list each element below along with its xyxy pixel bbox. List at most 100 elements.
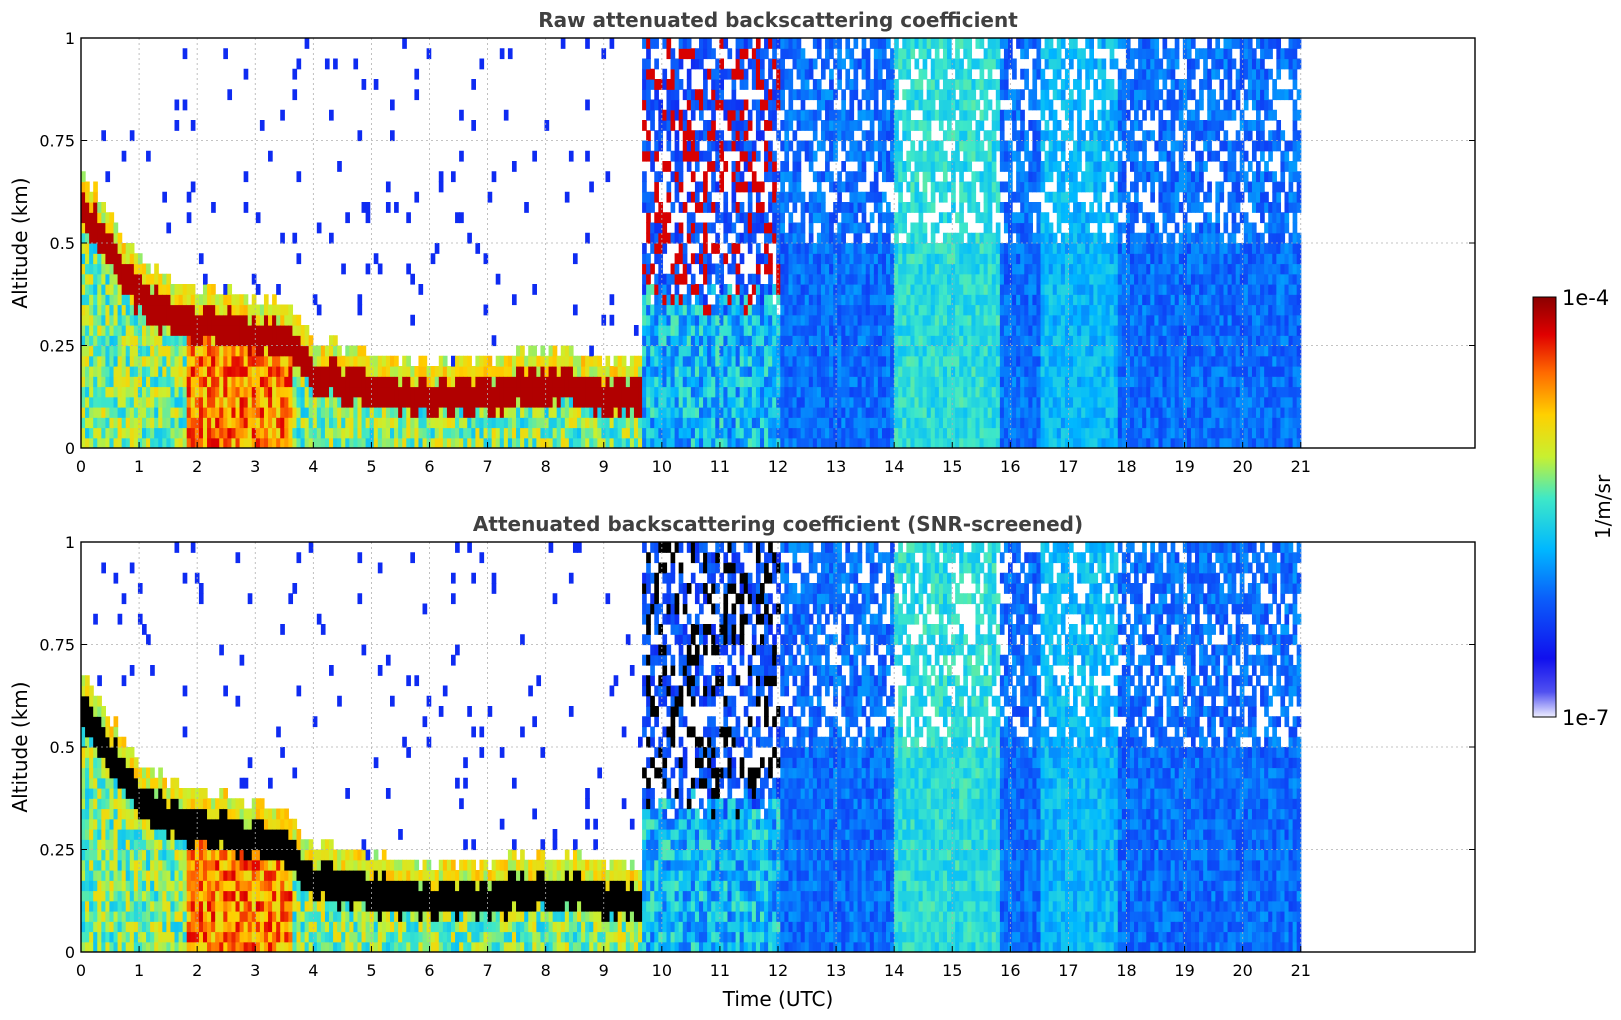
- heatmap-cell: [564, 191, 570, 203]
- heatmap-cell: [759, 417, 765, 429]
- heatmap-cell: [658, 386, 664, 398]
- heatmap-cell: [999, 253, 1005, 265]
- heatmap-cell: [1024, 171, 1029, 183]
- heatmap-cell: [979, 427, 985, 439]
- heatmap-cell: [613, 437, 619, 448]
- heatmap-cell: [845, 396, 851, 408]
- heatmap-cell: [1024, 345, 1029, 357]
- heatmap-cell: [174, 304, 180, 316]
- heatmap-cell: [686, 314, 692, 326]
- heatmap-cell: [438, 181, 444, 193]
- heatmap-cell: [820, 232, 826, 244]
- heatmap-cell: [308, 417, 314, 429]
- heatmap-cell: [788, 89, 794, 101]
- heatmap-cell: [751, 150, 757, 162]
- heatmap-cell: [654, 427, 659, 439]
- heatmap-cell: [975, 314, 981, 326]
- heatmap-cell: [194, 376, 200, 388]
- heatmap-cell: [963, 386, 968, 398]
- heatmap-cell: [715, 263, 720, 275]
- heatmap-cell: [743, 232, 749, 244]
- heatmap-cell: [971, 376, 977, 388]
- heatmap-cell: [1008, 161, 1013, 172]
- heatmap-cell: [699, 263, 704, 275]
- heatmap-cell: [507, 396, 513, 408]
- heatmap-cell: [467, 366, 472, 377]
- heatmap-cell: [190, 314, 196, 326]
- heatmap-cell: [926, 407, 932, 418]
- heatmap-cell: [833, 417, 838, 429]
- heatmap-cell: [1020, 161, 1025, 172]
- heatmap-cell: [894, 427, 899, 439]
- heatmap-cell: [146, 437, 151, 448]
- heatmap-cell: [345, 366, 350, 377]
- heatmap-cell: [280, 407, 285, 418]
- heatmap-cell: [662, 376, 668, 388]
- heatmap-cell: [300, 427, 306, 439]
- heatmap-cell: [666, 386, 672, 398]
- heatmap-cell: [593, 376, 598, 388]
- heatmap-cell: [947, 130, 952, 142]
- heatmap-cell: [967, 263, 973, 275]
- heatmap-cell: [113, 325, 119, 336]
- heatmap-cell: [853, 407, 859, 418]
- heatmap-cell: [158, 407, 163, 418]
- heatmap-cell: [947, 376, 952, 388]
- heatmap-cell: [768, 427, 773, 439]
- heatmap-cell: [81, 191, 86, 203]
- heatmap-cell: [951, 202, 956, 213]
- heatmap-cell: [837, 263, 842, 275]
- heatmap-cell: [202, 325, 208, 336]
- heatmap-cell: [910, 232, 916, 244]
- heatmap-cell: [1020, 48, 1025, 60]
- heatmap-cell: [792, 335, 798, 347]
- heatmap-cell: [1003, 48, 1009, 60]
- heatmap-cell: [552, 437, 558, 448]
- heatmap-cell: [662, 243, 668, 254]
- heatmap-cell: [101, 202, 106, 213]
- heatmap-cell: [369, 396, 375, 408]
- heatmap-cell: [963, 191, 968, 203]
- heatmap-cell: [841, 130, 846, 142]
- heatmap-cell: [857, 335, 863, 347]
- heatmap-cell: [105, 335, 111, 347]
- heatmap-cell: [263, 366, 269, 377]
- heatmap-cell: [296, 376, 302, 388]
- heatmap-cell: [125, 376, 131, 388]
- heatmap-cell: [715, 417, 720, 429]
- heatmap-cell: [849, 294, 855, 306]
- heatmap-cell: [211, 284, 216, 295]
- heatmap-cell: [812, 376, 818, 388]
- heatmap-cell: [703, 366, 708, 377]
- heatmap-cell: [975, 38, 981, 49]
- heatmap-cell: [983, 396, 989, 408]
- heatmap-cell: [865, 437, 871, 448]
- heatmap-cell: [154, 294, 159, 306]
- heatmap-cell: [873, 284, 879, 295]
- heatmap-cell: [841, 284, 846, 295]
- heatmap-cell: [881, 140, 887, 152]
- heatmap-cell: [125, 314, 131, 326]
- heatmap-cell: [759, 314, 765, 326]
- heatmap-cell: [81, 212, 86, 224]
- heatmap-cell: [971, 335, 977, 347]
- heatmap-cell: [910, 243, 916, 254]
- heatmap-cell: [881, 437, 887, 448]
- heatmap-cell: [1024, 366, 1029, 377]
- heatmap-cell: [894, 273, 899, 285]
- heatmap-cell: [406, 212, 411, 224]
- heatmap-cell: [186, 366, 192, 377]
- heatmap-cell: [833, 335, 838, 347]
- heatmap-cell: [967, 345, 973, 357]
- heatmap-cell: [987, 273, 993, 285]
- heatmap-cell: [812, 427, 818, 439]
- heatmap-cell: [345, 376, 350, 388]
- heatmap-cell: [621, 366, 627, 377]
- heatmap-cell: [959, 79, 964, 90]
- heatmap-cell: [735, 427, 741, 439]
- heatmap-cell: [483, 366, 489, 377]
- heatmap-cell: [540, 376, 546, 388]
- heatmap-cell: [861, 335, 867, 347]
- heatmap-cell: [133, 396, 139, 408]
- heatmap-cell: [975, 140, 981, 152]
